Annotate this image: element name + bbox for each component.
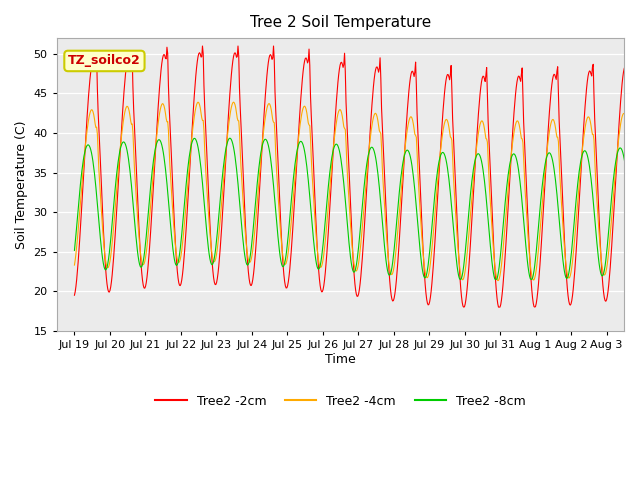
Tree2 -2cm bbox=[70, 292, 78, 298]
Tree2 -4cm bbox=[243, 240, 250, 246]
Tree2 -4cm bbox=[230, 99, 237, 105]
Tree2 -2cm bbox=[271, 57, 278, 63]
Tree2 -2cm bbox=[418, 213, 426, 219]
Tree2 -8cm bbox=[226, 135, 234, 141]
Tree2 -8cm bbox=[418, 261, 426, 266]
Tree2 -2cm bbox=[449, 132, 457, 138]
Tree2 -8cm bbox=[70, 248, 78, 253]
Tree2 -2cm bbox=[292, 178, 300, 183]
Title: Tree 2 Soil Temperature: Tree 2 Soil Temperature bbox=[250, 15, 431, 30]
Tree2 -2cm bbox=[638, 292, 640, 298]
Tree2 -8cm bbox=[292, 156, 300, 162]
Tree2 -8cm bbox=[243, 260, 250, 265]
Tree2 -4cm bbox=[449, 172, 457, 178]
Tree2 -2cm bbox=[243, 236, 250, 242]
Tree2 -4cm bbox=[494, 278, 502, 284]
Tree2 -4cm bbox=[137, 254, 145, 260]
Tree2 -4cm bbox=[292, 165, 300, 171]
Tree2 -8cm bbox=[137, 264, 145, 270]
Tree2 -2cm bbox=[137, 261, 145, 267]
Tree2 -8cm bbox=[271, 191, 278, 197]
Text: TZ_soilco2: TZ_soilco2 bbox=[68, 54, 141, 68]
Tree2 -4cm bbox=[271, 120, 278, 125]
Line: Tree2 -2cm: Tree2 -2cm bbox=[74, 46, 640, 307]
Line: Tree2 -8cm: Tree2 -8cm bbox=[74, 138, 640, 279]
Tree2 -2cm bbox=[460, 304, 468, 310]
Tree2 -4cm bbox=[638, 262, 640, 268]
Tree2 -2cm bbox=[198, 43, 206, 49]
Tree2 -8cm bbox=[638, 248, 640, 253]
Legend: Tree2 -2cm, Tree2 -4cm, Tree2 -8cm: Tree2 -2cm, Tree2 -4cm, Tree2 -8cm bbox=[150, 390, 531, 413]
Tree2 -4cm bbox=[70, 262, 78, 268]
Tree2 -8cm bbox=[456, 276, 464, 282]
Line: Tree2 -4cm: Tree2 -4cm bbox=[74, 102, 640, 281]
Tree2 -4cm bbox=[418, 229, 426, 235]
Y-axis label: Soil Temperature (C): Soil Temperature (C) bbox=[15, 120, 28, 249]
X-axis label: Time: Time bbox=[325, 353, 356, 366]
Tree2 -8cm bbox=[449, 224, 457, 230]
